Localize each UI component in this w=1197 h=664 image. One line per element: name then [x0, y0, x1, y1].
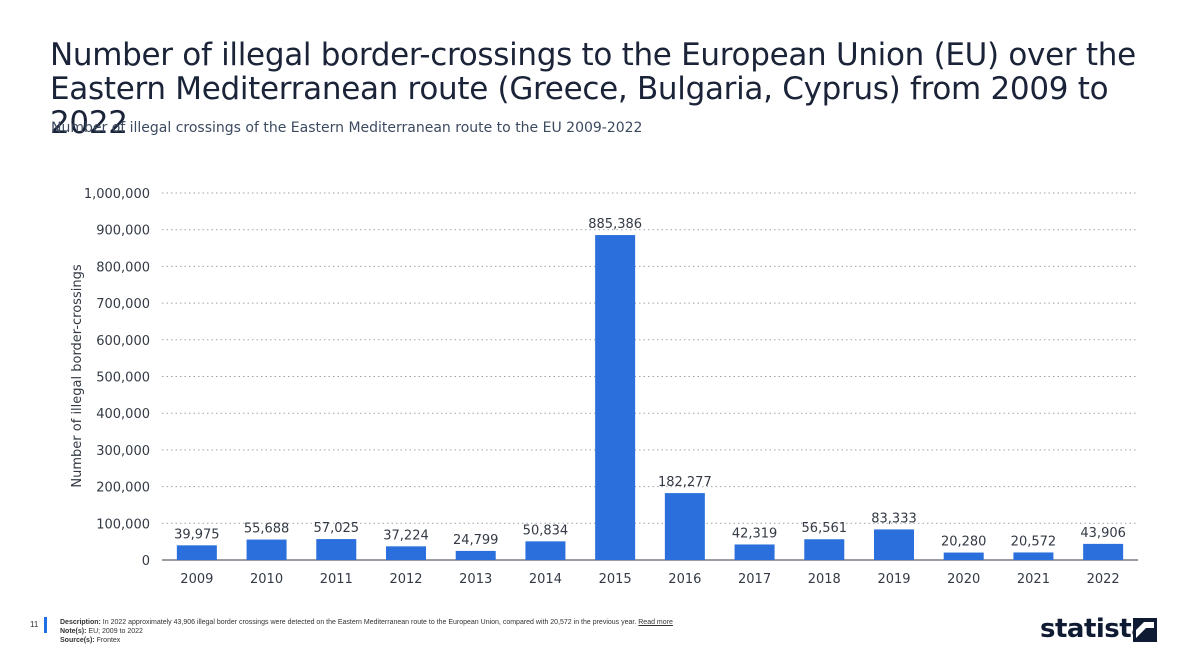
y-tick-label: 900,000 [96, 224, 150, 239]
y-tick-label: 1,000,000 [84, 187, 150, 202]
x-tick-label: 2019 [877, 572, 910, 587]
source-line: Source(s): Frontex [60, 636, 960, 645]
x-tick-label: 2021 [1017, 572, 1050, 587]
bar-2015[interactable] [595, 235, 636, 560]
footer-text: Description: In 2022 approximately 43,90… [60, 618, 960, 645]
data-label-2019: 83,333 [871, 511, 917, 526]
notes-text: EU; 2009 to 2022 [88, 628, 143, 635]
bar-2016[interactable] [664, 493, 705, 560]
bars [176, 235, 1124, 560]
y-tick-label: 600,000 [96, 334, 150, 349]
bar-2017[interactable] [734, 544, 775, 560]
source-label: Source(s): [60, 637, 95, 644]
chart-subtitle: Number of illegal crossings of the Easte… [51, 120, 643, 136]
data-label-2018: 56,561 [802, 521, 848, 536]
y-axis-ticks: 0 100,000 200,000 300,000 400,000 500,000 600,… [84, 187, 150, 569]
bar-2014[interactable] [525, 541, 566, 560]
x-tick-label: 2009 [180, 572, 213, 587]
x-tick-label: 2020 [947, 572, 980, 587]
data-label-2014: 50,834 [523, 523, 569, 538]
y-axis-title: Number of illegal border-crossings [70, 264, 85, 487]
y-tick-label: 0 [142, 554, 150, 569]
data-label-2015: 885,386 [588, 217, 642, 232]
data-label-2010: 55,688 [244, 522, 290, 537]
x-tick-label: 2011 [320, 572, 353, 587]
read-more-link[interactable]: Read more [638, 619, 673, 626]
data-label-2020: 20,280 [941, 535, 987, 550]
x-tick-label: 2014 [529, 572, 562, 587]
y-tick-label: 800,000 [96, 260, 150, 275]
x-tick-label: 2012 [389, 572, 422, 587]
bar-2020[interactable] [943, 552, 984, 560]
bar-2013[interactable] [455, 550, 496, 560]
y-tick-label: 700,000 [96, 297, 150, 312]
description-label: Description: [60, 619, 101, 626]
y-tick-label: 100,000 [96, 517, 150, 532]
notes-label: Note(s): [60, 628, 87, 635]
data-label-2009: 39,975 [174, 527, 220, 542]
y-tick-label: 400,000 [96, 407, 150, 422]
source-text: Frontex [96, 637, 121, 644]
x-axis-ticks: 2009 2010 2011 2012 2013 2014 2015 2016 2017 2018… [180, 572, 1119, 587]
x-tick-label: 2016 [668, 572, 701, 587]
bar-2011[interactable] [316, 539, 357, 560]
y-tick-label: 200,000 [96, 481, 150, 496]
data-label-2016: 182,277 [658, 475, 712, 490]
description-text: In 2022 approximately 43,906 illegal bor… [102, 619, 637, 626]
bar-2022[interactable] [1083, 543, 1124, 560]
bar-2009[interactable] [176, 545, 217, 560]
bar-2012[interactable] [386, 546, 426, 560]
data-label-2013: 24,799 [453, 533, 499, 548]
data-labels: 39,975 55,688 57,025 37,224 24,799 50,834 885,… [174, 217, 1126, 549]
statista-logo[interactable]: statista [1040, 614, 1149, 644]
x-tick-label: 2010 [250, 572, 283, 587]
footer-accent-bar [44, 617, 47, 633]
x-tick-label: 2015 [599, 572, 632, 587]
y-tick-label: 300,000 [96, 444, 150, 459]
description-line: Description: In 2022 approximately 43,90… [60, 618, 960, 627]
bar-2021[interactable] [1013, 552, 1054, 560]
x-tick-label: 2022 [1087, 572, 1120, 587]
footer: 11 Description: In 2022 approximately 43… [0, 614, 1197, 654]
x-tick-label: 2017 [738, 572, 771, 587]
statista-logo-icon [1133, 618, 1157, 642]
bar-2010[interactable] [246, 539, 287, 560]
data-label-2022: 43,906 [1080, 526, 1126, 541]
page-number: 11 [30, 620, 39, 629]
notes-line: Note(s): EU; 2009 to 2022 [60, 627, 960, 636]
grid-layer [162, 192, 1138, 561]
data-label-2021: 20,572 [1011, 534, 1057, 549]
bar-2019[interactable] [874, 529, 914, 560]
x-tick-label: 2018 [808, 572, 841, 587]
chart-title: Number of illegal border-crossings to th… [50, 37, 1136, 141]
x-tick-label: 2013 [459, 572, 492, 587]
bar-2018[interactable] [804, 539, 845, 560]
data-label-2017: 42,319 [732, 526, 778, 541]
data-label-2011: 57,025 [314, 521, 360, 536]
y-tick-label: 500,000 [96, 371, 150, 386]
data-label-2012: 37,224 [383, 528, 429, 543]
